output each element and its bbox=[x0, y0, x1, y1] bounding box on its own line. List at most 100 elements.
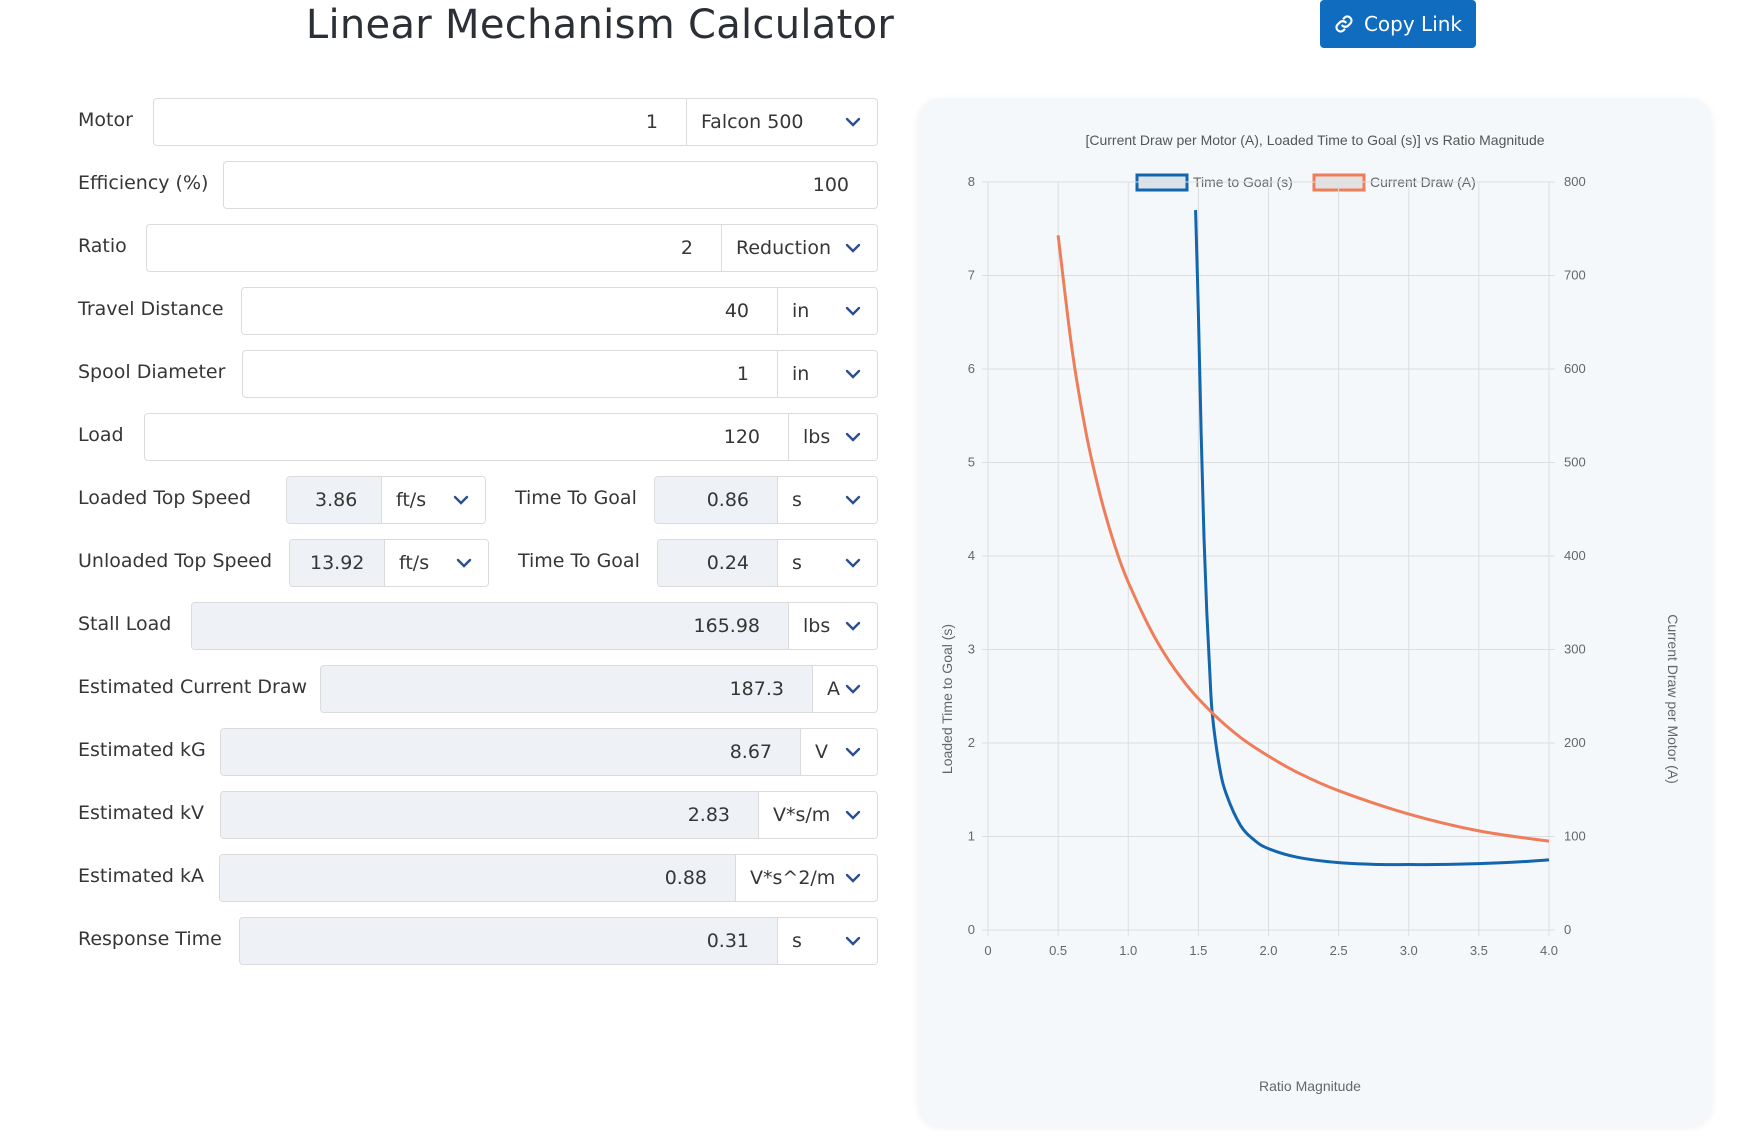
ratio-label: Ratio bbox=[78, 235, 127, 257]
y-right-tick-label: 400 bbox=[1564, 548, 1586, 563]
unloaded-time-to-goal-label: Time To Goal bbox=[518, 550, 640, 572]
load-row: Load 120 lbs bbox=[78, 413, 878, 461]
chart-grid bbox=[982, 181, 1555, 936]
ka-label: Estimated kA bbox=[78, 865, 205, 887]
copy-link-label: Copy Link bbox=[1363, 12, 1463, 36]
x-tick-label: 3.0 bbox=[1400, 943, 1418, 958]
chevron-down-icon bbox=[845, 810, 861, 820]
y-left-tick-label: 1 bbox=[968, 829, 975, 844]
chart-ticks: 0 0.5 1.0 1.5 2.0 2.5 3.0 3.5 4.0 0 1 2 3 4 5 6 7 8 0 100 20… bbox=[968, 174, 1586, 958]
ka-unit-select[interactable]: V*s^2/m bbox=[735, 855, 877, 901]
travel-distance-input[interactable]: 40 bbox=[724, 300, 749, 322]
stall-load-unit-select[interactable]: lbs bbox=[788, 603, 877, 649]
unloaded-speed-row: Unloaded Top Speed 13.92 ft/s Time To Go… bbox=[78, 539, 878, 587]
efficiency-input[interactable]: 100 bbox=[223, 161, 878, 209]
ka-value: 0.88 bbox=[220, 855, 735, 901]
spool-diameter-row: Spool Diameter 1 in bbox=[78, 350, 878, 398]
x-tick-label: 0 bbox=[984, 943, 991, 958]
chevron-down-icon bbox=[845, 747, 861, 757]
chevron-down-icon bbox=[845, 306, 861, 316]
response-time-row: Response Time 0.31 s bbox=[78, 917, 878, 965]
unloaded-time-to-goal-value: 0.24 bbox=[658, 540, 777, 586]
stall-load-row: Stall Load 165.98 lbs bbox=[78, 602, 878, 650]
response-time-unit-select[interactable]: s bbox=[777, 918, 877, 964]
loaded-time-to-goal-field: 0.86 s bbox=[654, 476, 878, 524]
ka-row: Estimated kA 0.88 V*s^2/m bbox=[78, 854, 878, 902]
chevron-down-icon bbox=[845, 369, 861, 379]
loaded-time-to-goal-unit: s bbox=[792, 489, 802, 511]
y-axis-left-label: Loaded Time to Goal (s) bbox=[939, 624, 955, 774]
travel-distance-unit: in bbox=[792, 300, 810, 322]
current-draw-field: 187.3 A bbox=[320, 665, 878, 713]
loaded-top-speed-unit-select[interactable]: ft/s bbox=[381, 477, 485, 523]
load-unit: lbs bbox=[803, 426, 831, 448]
current-draw-unit-select[interactable]: A bbox=[812, 666, 877, 712]
ratio-type-value: Reduction bbox=[736, 237, 831, 259]
unloaded-time-to-goal-unit-select[interactable]: s bbox=[777, 540, 877, 586]
kg-value: 8.67 bbox=[221, 729, 800, 775]
x-axis-label: Ratio Magnitude bbox=[1259, 1078, 1361, 1094]
chart-lines bbox=[1056, 210, 1550, 867]
motor-type-select[interactable]: Falcon 500 bbox=[686, 99, 877, 145]
x-tick-label: 3.5 bbox=[1470, 943, 1488, 958]
chevron-down-icon bbox=[845, 936, 861, 946]
travel-distance-unit-select[interactable]: in bbox=[777, 288, 877, 334]
y-right-tick-label: 600 bbox=[1564, 361, 1586, 376]
stall-load-field: 165.98 lbs bbox=[191, 602, 878, 650]
loaded-time-to-goal-unit-select[interactable]: s bbox=[777, 477, 877, 523]
chevron-down-icon bbox=[845, 243, 861, 253]
efficiency-row: Efficiency (%) 100 bbox=[78, 161, 878, 209]
response-time-unit: s bbox=[792, 930, 802, 952]
loaded-top-speed-field: 3.86 ft/s bbox=[286, 476, 486, 524]
spool-diameter-unit-select[interactable]: in bbox=[777, 351, 877, 397]
ratio-input[interactable]: 2 bbox=[680, 237, 693, 259]
spool-diameter-field: 1 in bbox=[242, 350, 878, 398]
kg-unit-select[interactable]: V bbox=[800, 729, 877, 775]
current-draw-unit: A bbox=[827, 678, 840, 700]
y-axis-right-label: Current Draw per Motor (A) bbox=[1665, 614, 1681, 784]
kv-unit-select[interactable]: V*s/m bbox=[758, 792, 877, 838]
unloaded-top-speed-label: Unloaded Top Speed bbox=[78, 550, 273, 572]
link-icon bbox=[1335, 15, 1353, 33]
travel-distance-field: 40 in bbox=[241, 287, 878, 335]
travel-distance-row: Travel Distance 40 in bbox=[78, 287, 878, 335]
chevron-down-icon bbox=[845, 495, 861, 505]
chevron-down-icon bbox=[845, 873, 861, 883]
motor-type-value: Falcon 500 bbox=[701, 111, 804, 133]
ratio-type-select[interactable]: Reduction bbox=[721, 225, 877, 271]
ratio-row: Ratio 2 Reduction bbox=[78, 224, 878, 272]
page-title: Linear Mechanism Calculator bbox=[305, 2, 895, 48]
unloaded-time-to-goal-unit: s bbox=[792, 552, 802, 574]
x-tick-label: 4.0 bbox=[1540, 943, 1558, 958]
kg-label: Estimated kG bbox=[78, 739, 206, 761]
efficiency-label: Efficiency (%) bbox=[78, 172, 209, 194]
load-input[interactable]: 120 bbox=[723, 426, 760, 448]
chart-title: [Current Draw per Motor (A), Loaded Time… bbox=[1085, 132, 1544, 148]
y-right-tick-label: 700 bbox=[1564, 268, 1586, 283]
loaded-speed-row: Loaded Top Speed 3.86 ft/s Time To Goal … bbox=[78, 476, 878, 524]
unloaded-top-speed-unit-select[interactable]: ft/s bbox=[384, 540, 488, 586]
x-tick-label: 2.5 bbox=[1330, 943, 1348, 958]
spool-diameter-label: Spool Diameter bbox=[78, 361, 226, 383]
time-to-goal-line bbox=[1194, 210, 1550, 867]
chevron-down-icon bbox=[456, 558, 472, 568]
chevron-down-icon bbox=[845, 117, 861, 127]
current-draw-value: 187.3 bbox=[321, 666, 812, 712]
motor-field: 1 Falcon 500 bbox=[153, 98, 878, 146]
stall-load-label: Stall Load bbox=[78, 613, 172, 635]
loaded-top-speed-label: Loaded Top Speed bbox=[78, 487, 252, 509]
ka-unit: V*s^2/m bbox=[750, 867, 836, 889]
response-time-field: 0.31 s bbox=[239, 917, 878, 965]
spool-diameter-input[interactable]: 1 bbox=[736, 363, 749, 385]
motor-count-input[interactable]: 1 bbox=[645, 111, 658, 133]
chevron-down-icon bbox=[845, 684, 861, 694]
load-unit-select[interactable]: lbs bbox=[788, 414, 877, 460]
kv-row: Estimated kV 2.83 V*s/m bbox=[78, 791, 878, 839]
load-field: 120 lbs bbox=[144, 413, 878, 461]
unloaded-top-speed-unit: ft/s bbox=[399, 552, 430, 574]
y-left-tick-label: 4 bbox=[968, 548, 975, 563]
y-right-tick-label: 200 bbox=[1564, 735, 1586, 750]
copy-link-button[interactable]: Copy Link bbox=[1320, 0, 1476, 48]
chevron-down-icon bbox=[845, 621, 861, 631]
stall-load-value: 165.98 bbox=[192, 603, 788, 649]
